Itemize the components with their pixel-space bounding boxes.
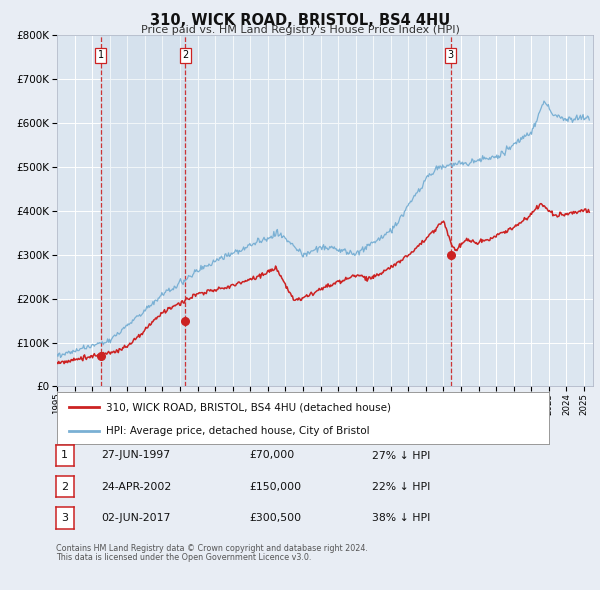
Text: 27-JUN-1997: 27-JUN-1997 xyxy=(101,451,170,460)
Text: 1: 1 xyxy=(98,50,104,60)
Text: Price paid vs. HM Land Registry's House Price Index (HPI): Price paid vs. HM Land Registry's House … xyxy=(140,25,460,35)
Text: 2: 2 xyxy=(182,50,188,60)
Text: This data is licensed under the Open Government Licence v3.0.: This data is licensed under the Open Gov… xyxy=(56,553,311,562)
Text: £300,500: £300,500 xyxy=(249,513,301,523)
Text: Contains HM Land Registry data © Crown copyright and database right 2024.: Contains HM Land Registry data © Crown c… xyxy=(56,545,368,553)
Text: 1: 1 xyxy=(61,451,68,460)
Text: 310, WICK ROAD, BRISTOL, BS4 4HU: 310, WICK ROAD, BRISTOL, BS4 4HU xyxy=(150,13,450,28)
Text: HPI: Average price, detached house, City of Bristol: HPI: Average price, detached house, City… xyxy=(106,426,370,435)
Text: 3: 3 xyxy=(448,50,454,60)
Text: 02-JUN-2017: 02-JUN-2017 xyxy=(101,513,170,523)
Text: 38% ↓ HPI: 38% ↓ HPI xyxy=(372,513,430,523)
Bar xyxy=(101,35,185,386)
Text: £150,000: £150,000 xyxy=(249,482,301,491)
Text: £70,000: £70,000 xyxy=(249,451,294,460)
Text: 24-APR-2002: 24-APR-2002 xyxy=(101,482,171,491)
Text: 310, WICK ROAD, BRISTOL, BS4 4HU (detached house): 310, WICK ROAD, BRISTOL, BS4 4HU (detach… xyxy=(106,402,391,412)
Text: 2: 2 xyxy=(61,482,68,491)
Bar xyxy=(185,35,451,386)
Text: 3: 3 xyxy=(61,513,68,523)
Text: 27% ↓ HPI: 27% ↓ HPI xyxy=(372,451,430,460)
Text: 22% ↓ HPI: 22% ↓ HPI xyxy=(372,482,430,491)
